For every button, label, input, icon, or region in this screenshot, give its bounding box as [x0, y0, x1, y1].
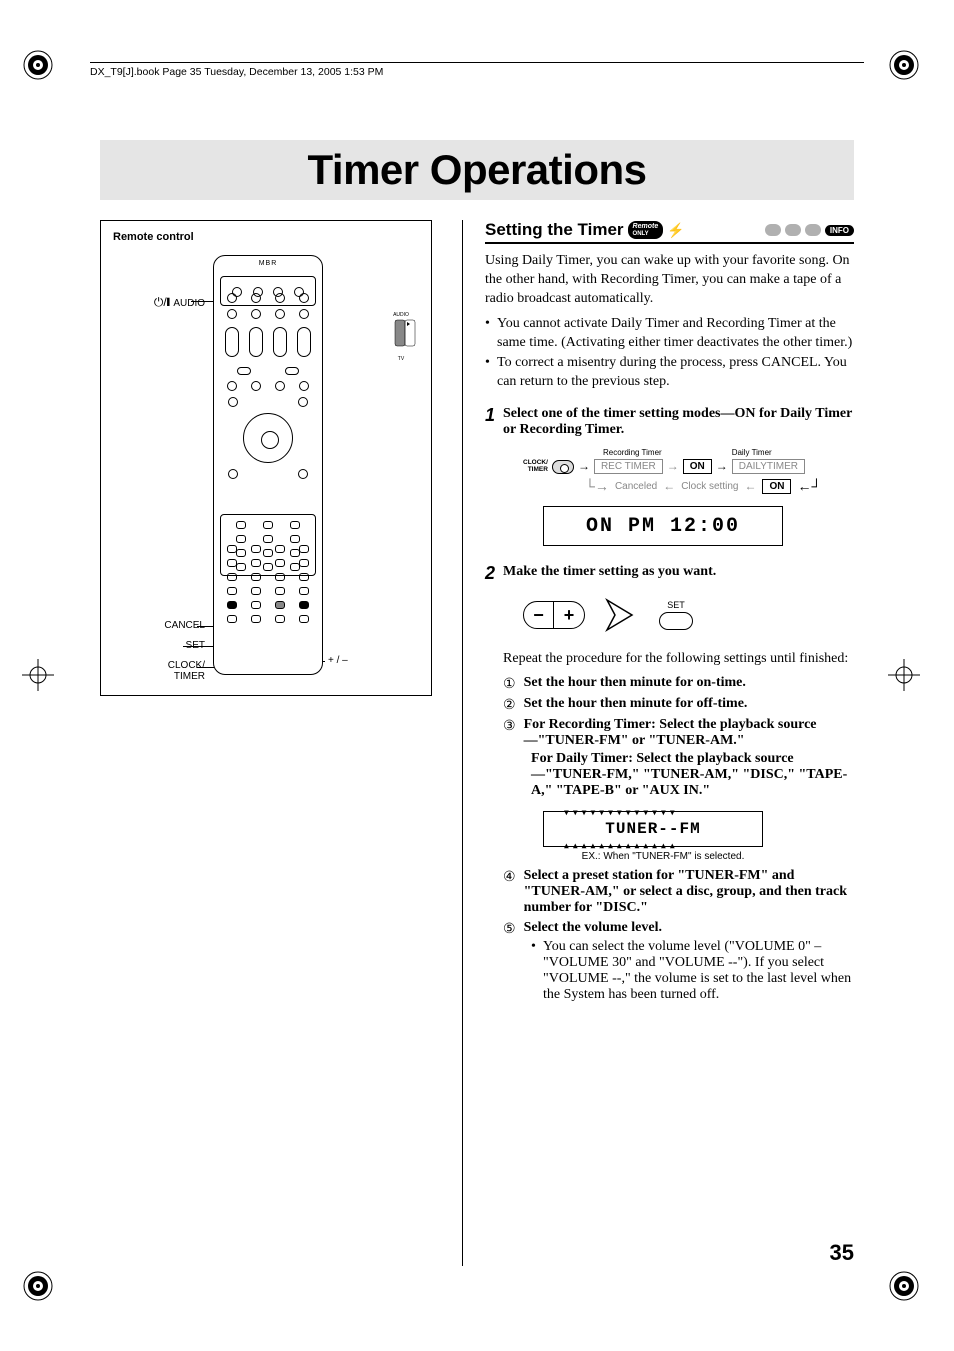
- enum-item: ① Set the hour then minute for on-time.: [503, 675, 854, 692]
- callout-clock-timer: CLOCK/ TIMER: [168, 660, 205, 682]
- flow-on: ON: [683, 459, 712, 474]
- enum-sub: For Daily Timer: Select the playback sou…: [531, 751, 854, 799]
- remote-control-box: Remote control ⏻/❙ AUDIO CANCEL SET CLOC…: [100, 220, 432, 696]
- arrow-icon: [597, 590, 647, 640]
- section-title: Setting the Timer RemoteONLY ⚡ INFO: [485, 220, 854, 244]
- crop-mark-icon: [884, 655, 924, 700]
- lcd-display-tuner: TUNER--FM ▼▼▼▼▼▼▼▼▼▼▼▼▼ ▲▲▲▲▲▲▲▲▲▲▲▲▲: [543, 811, 763, 847]
- set-button-icon: [659, 612, 693, 630]
- flow-rec-label: Recording Timer: [603, 448, 662, 457]
- title-band: Timer Operations: [100, 140, 854, 200]
- flow-canceled: Canceled: [615, 481, 657, 492]
- info-badge: INFO: [825, 225, 854, 236]
- crop-mark-icon: [18, 45, 58, 90]
- pill-icon: [765, 224, 781, 236]
- flow-rec-timer: REC TIMER: [594, 459, 663, 474]
- lcd-caption: EX.: When "TUNER-FM" is selected.: [533, 851, 793, 862]
- pill-icon: [785, 224, 801, 236]
- clock-timer-button-icon: [552, 460, 574, 474]
- clock-timer-button-label: CLOCK/ TIMER: [523, 460, 548, 473]
- pill-icon: [805, 224, 821, 236]
- step-2: 2 Make the timer setting as you want. −+…: [485, 564, 854, 1003]
- tv-mode-label: TV: [398, 356, 405, 362]
- remote-diagram: ⏻/❙ AUDIO CANCEL SET CLOCK/ TIMER + / – …: [113, 255, 419, 675]
- volume-note: You can select the volume level ("VOLUME…: [531, 939, 854, 1003]
- enum-item: ③ For Recording Timer: Select the playba…: [503, 717, 854, 749]
- page-header: DX_T9[J].book Page 35 Tuesday, December …: [90, 62, 864, 78]
- note-item: To correct a misentry during the process…: [485, 354, 854, 392]
- callout-audio: ⏻/❙ AUDIO: [154, 295, 205, 310]
- flow-clock-setting: Clock setting: [681, 481, 738, 492]
- section-title-text: Setting the Timer: [485, 220, 624, 240]
- enum-item: ⑤ Select the volume level.: [503, 920, 854, 937]
- page-number: 35: [830, 1240, 854, 1266]
- flow-on2: ON: [762, 479, 791, 494]
- repeat-text: Repeat the procedure for the following s…: [503, 650, 854, 669]
- control-diagram: −+ SET: [523, 590, 854, 640]
- crop-mark-icon: [18, 1266, 58, 1311]
- crop-mark-icon: [18, 655, 58, 700]
- set-button-group: SET: [659, 600, 693, 630]
- enum-item: ④ Select a preset station for "TUNER-FM"…: [503, 868, 854, 916]
- step-text: Make the timer setting as you want.: [503, 564, 716, 579]
- lcd-display: ON PM 12:00: [543, 506, 783, 546]
- note-item: You cannot activate Daily Timer and Reco…: [485, 315, 854, 353]
- enum-item: ② Set the hour then minute for off-time.: [503, 696, 854, 713]
- step-1: 1 Select one of the timer setting modes—…: [485, 406, 854, 550]
- remote-label: Remote control: [113, 231, 419, 243]
- flow-daily-label: Daily Timer: [732, 448, 772, 457]
- timer-flow-diagram: Recording Timer Daily Timer CLOCK/ TIMER…: [523, 448, 854, 494]
- plus-minus-rocker-icon: −+: [523, 601, 585, 629]
- crop-mark-icon: [884, 1266, 924, 1311]
- step-number: 1: [485, 406, 495, 550]
- callout-plus-minus: + / –: [328, 655, 348, 666]
- remote-body: MBR: [213, 255, 323, 675]
- step-text: Select one of the timer setting modes—ON…: [503, 406, 852, 437]
- notes-list: You cannot activate Daily Timer and Reco…: [485, 315, 854, 393]
- remote-only-badge: RemoteONLY: [628, 221, 664, 239]
- intro-text: Using Daily Timer, you can wake up with …: [485, 252, 854, 309]
- flow-dailytimer: DAILYTIMER: [732, 459, 805, 474]
- step-number: 2: [485, 564, 495, 1003]
- audio-mode-label: AUDIO: [393, 312, 409, 318]
- remote-mode-icons: AUDIO TV: [383, 310, 419, 395]
- page-title: Timer Operations: [308, 146, 647, 194]
- crop-mark-icon: [884, 45, 924, 90]
- enum-list: ① Set the hour then minute for on-time. …: [503, 675, 854, 799]
